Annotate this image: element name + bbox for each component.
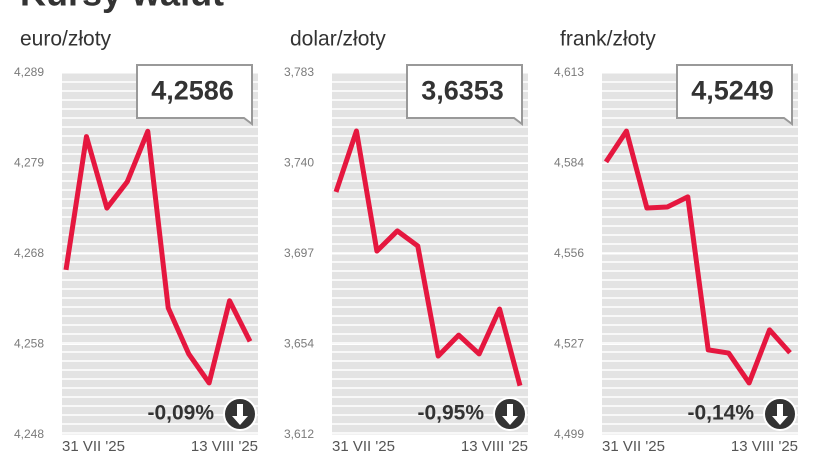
line xyxy=(333,128,523,387)
y-tick-label: 4,279 xyxy=(14,156,44,170)
callout-box xyxy=(406,64,523,126)
y-tick-label: 4,258 xyxy=(14,337,44,351)
current-value: 3,6353 xyxy=(421,76,504,106)
subtitle: dolar/złoty xyxy=(290,28,386,51)
line xyxy=(603,128,792,386)
change-label: -0,09% xyxy=(147,402,214,425)
y-tick-label: 3,783 xyxy=(284,65,314,79)
down-arrow xyxy=(772,404,788,425)
y-tick-label: 4,584 xyxy=(554,156,584,170)
y-tick-label: 4,527 xyxy=(554,337,584,351)
x-tick-label: 31 VII '25 xyxy=(602,438,665,455)
y-tick-label: 3,697 xyxy=(284,246,314,260)
y-tick-label: 4,289 xyxy=(14,65,44,79)
subtitle: frank/złoty xyxy=(560,28,656,51)
y-tick-label: 4,613 xyxy=(554,65,584,79)
x-tick-label: 31 VII '25 xyxy=(332,438,395,455)
y-tick-label: 4,556 xyxy=(554,246,584,260)
change-label: -0,14% xyxy=(687,402,754,425)
down-arrow xyxy=(502,404,518,425)
y-tick-label: 4,268 xyxy=(14,246,44,260)
x-tick-label: 31 VII '25 xyxy=(62,438,125,455)
page-title: Kursy walut xyxy=(20,0,224,14)
y-tick-label: 3,654 xyxy=(284,337,314,351)
current-value: 4,5249 xyxy=(691,76,774,106)
change-label: -0,95% xyxy=(417,402,484,425)
y-tick-label: 3,740 xyxy=(284,156,314,170)
line xyxy=(63,128,253,386)
x-tick-label: 13 VIII '25 xyxy=(461,438,528,455)
current-value: 4,2586 xyxy=(151,76,234,106)
y-tick-label: 4,248 xyxy=(14,427,44,441)
callout-box xyxy=(676,64,793,126)
y-tick-label: 4,499 xyxy=(554,427,584,441)
y-tick-label: 3,612 xyxy=(284,427,314,441)
callout-box xyxy=(136,64,253,126)
subtitle: euro/złoty xyxy=(20,28,112,51)
x-tick-label: 13 VIII '25 xyxy=(191,438,258,455)
down-arrow xyxy=(232,404,248,425)
x-tick-label: 13 VIII '25 xyxy=(731,438,798,455)
